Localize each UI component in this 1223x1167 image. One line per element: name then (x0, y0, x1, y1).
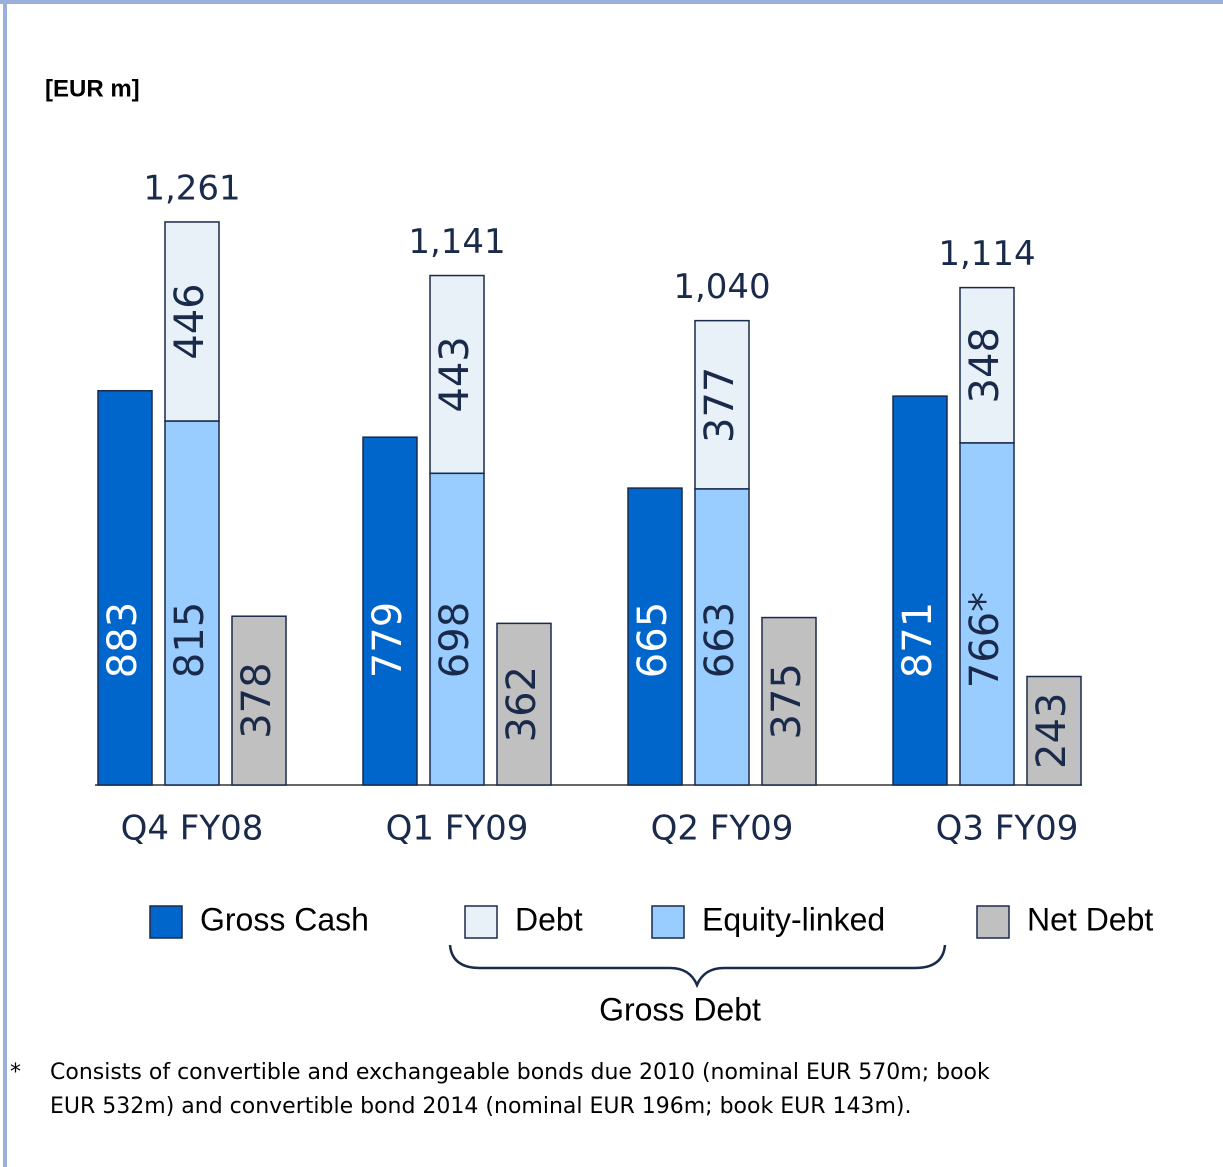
x-tick-label: Q4 FY08 (121, 809, 264, 849)
data-label: 375 (764, 663, 810, 739)
bar (496, 622, 552, 786)
bar (97, 389, 153, 786)
legend-label: Debt (515, 901, 583, 937)
bar (627, 487, 683, 786)
bar (959, 442, 1015, 786)
legend-label: Equity-linked (702, 901, 885, 937)
bar (761, 616, 817, 786)
x-tick-label: Q1 FY09 (386, 809, 529, 849)
bar (362, 436, 418, 786)
bar (164, 420, 220, 786)
data-label: 443 (432, 336, 478, 412)
brace (448, 944, 947, 989)
bar (1026, 675, 1082, 786)
total-label: 1,040 (673, 267, 770, 307)
data-label: 698 (432, 602, 478, 678)
legend-label: Gross Cash (200, 901, 369, 937)
x-tick-label: Q3 FY09 (936, 809, 1079, 849)
total-label: 1,141 (408, 222, 505, 262)
unit-label: [EUR m] (45, 75, 140, 102)
data-label: 362 (499, 666, 545, 742)
data-label: 348 (962, 327, 1008, 403)
data-label: 446 (167, 283, 213, 359)
legend-swatch (464, 905, 498, 939)
legend-swatch (149, 905, 183, 939)
data-label: 871 (895, 602, 941, 678)
footnote-line: EUR 532m) and convertible bond 2014 (nom… (50, 1094, 911, 1119)
bar (892, 395, 948, 786)
footnote-line: Consists of convertible and exchangeable… (50, 1060, 990, 1085)
brace-label: Gross Debt (599, 991, 761, 1027)
data-label: 766* (962, 592, 1008, 688)
bar (959, 286, 1015, 444)
x-tick-label: Q2 FY09 (651, 809, 794, 849)
data-label: 378 (234, 662, 280, 738)
legend-swatch (651, 905, 685, 939)
total-label: 1,261 (143, 168, 240, 208)
bar (429, 472, 485, 786)
legend-swatch (976, 905, 1010, 939)
legend-label: Net Debt (1027, 901, 1153, 937)
data-label: 377 (697, 367, 743, 443)
data-label: 883 (100, 602, 146, 678)
bar (231, 615, 287, 786)
bar (429, 274, 485, 475)
data-label: 663 (697, 602, 743, 678)
footnote-marker: * (10, 1060, 21, 1085)
total-label: 1,114 (938, 234, 1035, 274)
data-label: 665 (630, 602, 676, 678)
bar (694, 488, 750, 786)
data-label: 815 (167, 602, 213, 678)
data-label: 243 (1029, 693, 1075, 769)
data-label: 779 (365, 602, 411, 678)
